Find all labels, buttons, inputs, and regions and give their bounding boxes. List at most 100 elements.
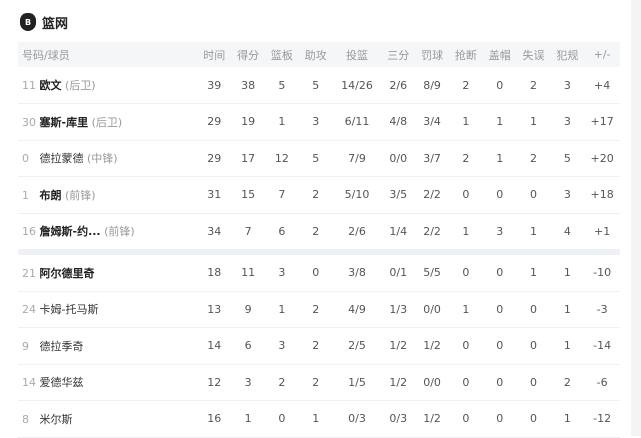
- stat-cell: 1/5: [332, 364, 382, 401]
- stat-cell: 0: [482, 364, 517, 401]
- stat-cell: 0: [482, 67, 517, 104]
- player-name[interactable]: 德拉蒙德: [39, 152, 84, 166]
- stat-cell: 29: [197, 140, 232, 177]
- stat-cell: 2: [550, 364, 585, 401]
- column-header: +/-: [584, 42, 620, 67]
- stat-cell: 2/5: [332, 327, 382, 365]
- stat-cell: 1: [482, 103, 517, 141]
- player-row[interactable]: 9 德拉季奇 14 6 3 2 2/5 1/2 1/2 0 0 0 1 -14: [18, 327, 620, 365]
- stat-cell: 3/7: [415, 140, 449, 177]
- player-row[interactable]: 24 卡姆-托马斯 13 9 1 2 4/9 1/3 0/0 1 0 0 1 -3: [18, 291, 620, 328]
- player-cell: 9 德拉季奇: [18, 327, 198, 365]
- player-name[interactable]: 詹姆斯-约...: [39, 225, 101, 239]
- stat-cell: 2: [516, 67, 551, 104]
- stat-cell: 5/10: [332, 176, 382, 214]
- scrollbar-track[interactable]: [631, 0, 641, 436]
- jersey-number: 8: [22, 412, 29, 426]
- stat-cell: 17: [231, 140, 266, 177]
- stat-cell: 13: [197, 291, 232, 328]
- player-name[interactable]: 欧文: [39, 79, 62, 92]
- stat-cell: 1: [231, 400, 266, 438]
- stat-cell: 1: [448, 213, 483, 250]
- stat-cell: 1: [265, 103, 299, 141]
- player-name[interactable]: 米尔斯: [39, 412, 73, 426]
- player-row[interactable]: 1 布朗 (前锋) 31 15 7 2 5/10 3/5 2/2 0 0 0 3 +18: [18, 176, 620, 214]
- stat-cell: 5/5: [415, 254, 449, 292]
- stat-cell: 1: [516, 213, 551, 250]
- jersey-number: 24: [22, 303, 36, 317]
- stat-cell: 3: [550, 176, 585, 214]
- player-cell: 11 欧文 (后卫): [18, 67, 198, 104]
- player-row[interactable]: 21 阿尔德里奇 18 11 3 0 3/8 0/1 5/5 0 0 1 1 -10: [18, 254, 620, 292]
- stat-cell: 1/2: [415, 327, 449, 365]
- stat-cell: 29: [197, 103, 232, 141]
- stat-cell: 0/3: [381, 400, 416, 438]
- stat-cell: 34: [197, 213, 232, 250]
- stat-cell: 4/9: [332, 291, 382, 328]
- stat-cell: -14: [584, 327, 620, 365]
- stat-cell: 3: [482, 213, 517, 250]
- player-name[interactable]: 爱德华兹: [39, 376, 84, 390]
- stat-cell: -6: [584, 364, 620, 401]
- stat-cell: 7: [231, 213, 266, 250]
- stat-cell: 5: [550, 140, 585, 177]
- stat-cell: 1: [550, 327, 585, 365]
- player-cell: 24 卡姆-托马斯: [18, 291, 198, 328]
- player-name[interactable]: 卡姆-托马斯: [39, 303, 99, 317]
- stat-cell: 2: [298, 364, 333, 401]
- stat-cell: -3: [584, 291, 620, 328]
- stat-cell: 3: [550, 67, 585, 104]
- stat-cell: 1: [448, 103, 483, 141]
- column-header: 罚球: [415, 42, 449, 67]
- stat-cell: 0: [516, 291, 551, 328]
- stat-cell: 0: [516, 400, 551, 438]
- player-name[interactable]: 布朗: [39, 188, 62, 202]
- player-row[interactable]: 30 塞斯-库里 (后卫) 29 19 1 3 6/11 4/8 3/4 1 1 1 3 +17: [18, 103, 620, 141]
- player-row[interactable]: 0 德拉蒙德 (中锋) 29 17 12 5 7/9 0/0 3/7 2 1 2 5 +20: [18, 140, 620, 177]
- stat-cell: 2: [298, 291, 333, 328]
- jersey-number: 30: [22, 115, 36, 129]
- stat-cell: 3: [550, 103, 585, 141]
- player-name[interactable]: 德拉季奇: [39, 339, 84, 353]
- stat-cell: 0: [482, 400, 517, 438]
- stat-cell: 0: [482, 176, 517, 214]
- jersey-number: 16: [22, 225, 36, 239]
- player-name[interactable]: 塞斯-库里: [39, 115, 89, 129]
- jersey-number: 1: [22, 188, 29, 202]
- stat-cell: 1: [482, 140, 517, 177]
- stat-cell: 0/0: [415, 364, 449, 401]
- player-row[interactable]: 8 米尔斯 16 1 0 1 0/3 0/3 1/2 0 0 0 1 -12: [18, 400, 620, 438]
- stat-cell: 0: [516, 364, 551, 401]
- stat-cell: 38: [231, 67, 266, 104]
- stat-cell: 8/9: [415, 67, 449, 104]
- stat-cell: 11: [231, 254, 266, 292]
- stat-cell: 15: [231, 176, 266, 214]
- stat-cell: 0: [448, 327, 483, 365]
- column-header: 失误: [516, 42, 551, 67]
- stat-cell: 2/2: [415, 176, 449, 214]
- stat-cell: 2: [516, 140, 551, 177]
- stat-cell: 1: [298, 400, 333, 438]
- stat-cell: +20: [584, 140, 620, 177]
- stat-cell: 6/11: [332, 103, 382, 141]
- stat-cell: 39: [197, 67, 232, 104]
- player-name[interactable]: 阿尔德里奇: [39, 266, 95, 280]
- stat-cell: 0/0: [381, 140, 416, 177]
- player-position: (后卫): [91, 115, 123, 129]
- player-row[interactable]: 14 爱德华兹 12 3 2 2 1/5 1/2 0/0 0 0 0 2 -6: [18, 364, 620, 401]
- player-position: (后卫): [65, 79, 96, 92]
- column-header: 篮板: [265, 42, 299, 67]
- player-row[interactable]: 16 詹姆斯-约... (前锋) 34 7 6 2 2/6 1/4 2/2 1 3 1 4 +1: [18, 213, 620, 250]
- stat-cell: 0: [516, 176, 551, 214]
- stat-cell: +18: [584, 176, 620, 214]
- player-position: (中锋): [87, 152, 118, 166]
- stat-cell: 1: [265, 291, 299, 328]
- stat-cell: 6: [231, 327, 266, 365]
- jersey-number: 14: [22, 376, 36, 390]
- divider-cell: [18, 249, 620, 255]
- player-row[interactable]: 11 欧文 (后卫) 39 38 5 5 14/26 2/6 8/9 2 0 2 3 +4: [18, 67, 620, 104]
- stat-cell: 0: [482, 327, 517, 365]
- column-header: 犯规: [550, 42, 585, 67]
- player-cell: 8 米尔斯: [18, 400, 198, 438]
- column-header: 抢断: [448, 42, 483, 67]
